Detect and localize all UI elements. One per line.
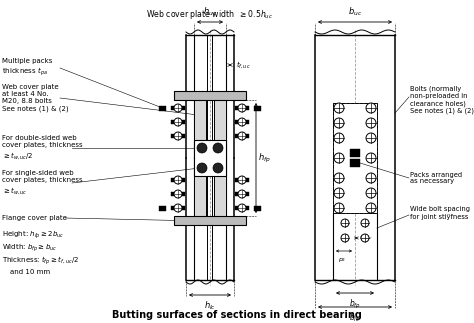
Bar — [214, 100, 226, 216]
Bar — [171, 120, 174, 124]
Bar — [194, 100, 206, 216]
Bar — [235, 120, 238, 124]
Circle shape — [334, 203, 344, 213]
Text: $h_{lc}$: $h_{lc}$ — [204, 299, 216, 311]
Bar — [182, 192, 185, 196]
Text: Web cover plate width  $\geq 0.5h_{uc}$: Web cover plate width $\geq 0.5h_{uc}$ — [146, 8, 273, 21]
Text: For double-sided web
cover plates, thickness
$\geq t_{w,uc}/2$: For double-sided web cover plates, thick… — [2, 135, 82, 161]
Text: Height: $h_{fp} \geq 2b_{uc}$: Height: $h_{fp} \geq 2b_{uc}$ — [2, 229, 64, 241]
Bar — [171, 206, 174, 210]
Bar — [174, 216, 246, 225]
Text: For single-sided web
cover plates, thickness
$\geq t_{w,uc}$: For single-sided web cover plates, thick… — [2, 170, 82, 196]
Circle shape — [238, 176, 246, 184]
Bar — [254, 106, 261, 110]
Bar — [246, 106, 249, 110]
Bar — [171, 106, 174, 110]
Circle shape — [213, 163, 223, 173]
Circle shape — [366, 103, 376, 113]
Circle shape — [341, 234, 349, 242]
Circle shape — [341, 219, 349, 227]
Bar — [182, 134, 185, 138]
Text: $b_{fp}$: $b_{fp}$ — [349, 298, 361, 311]
Bar — [171, 134, 174, 138]
Circle shape — [334, 118, 344, 128]
Bar — [171, 178, 174, 182]
Text: Butting surfaces of sections in direct bearing: Butting surfaces of sections in direct b… — [112, 310, 362, 320]
Circle shape — [197, 163, 207, 173]
Bar — [174, 91, 246, 100]
Circle shape — [366, 173, 376, 183]
Circle shape — [238, 190, 246, 198]
Circle shape — [238, 132, 246, 140]
Text: Width: $b_{fp} \geq b_{uc}$: Width: $b_{fp} \geq b_{uc}$ — [2, 242, 57, 254]
Bar — [159, 205, 166, 211]
Text: $h_{fp}$: $h_{fp}$ — [258, 151, 271, 164]
Bar — [235, 106, 238, 110]
Bar — [235, 134, 238, 138]
Text: Packs arranged
as necessary: Packs arranged as necessary — [410, 172, 462, 184]
Bar — [235, 192, 238, 196]
Circle shape — [334, 103, 344, 113]
Text: Web cover plate
at least 4 No.
M20, 8.8 bolts
See notes (1) & (2): Web cover plate at least 4 No. M20, 8.8 … — [2, 84, 69, 112]
Circle shape — [174, 176, 182, 184]
Circle shape — [238, 104, 246, 112]
Circle shape — [238, 118, 246, 126]
Circle shape — [174, 118, 182, 126]
Text: Flange cover plate: Flange cover plate — [2, 215, 67, 221]
Text: Multiple packs
thickness $t_{pa}$: Multiple packs thickness $t_{pa}$ — [2, 58, 52, 78]
Bar — [246, 134, 249, 138]
Bar — [194, 140, 226, 176]
Bar — [333, 103, 377, 213]
Bar — [182, 178, 185, 182]
Bar — [182, 106, 185, 110]
Text: $b_{uc}$: $b_{uc}$ — [348, 5, 362, 18]
Circle shape — [334, 188, 344, 198]
Circle shape — [174, 204, 182, 212]
Bar — [254, 205, 261, 211]
Circle shape — [366, 118, 376, 128]
Circle shape — [361, 219, 369, 227]
Text: $h_{uc}$: $h_{uc}$ — [203, 5, 217, 18]
Bar — [350, 149, 360, 157]
Text: Wide bolt spacing
for joint stiÿfness: Wide bolt spacing for joint stiÿfness — [410, 206, 470, 220]
Text: $b_{lc}$: $b_{lc}$ — [349, 312, 361, 323]
Text: Bolts (normally
non-preloaded in
clearance holes)
See notes (1) & (2): Bolts (normally non-preloaded in clearan… — [410, 86, 474, 114]
Circle shape — [366, 133, 376, 143]
Circle shape — [366, 188, 376, 198]
Bar — [235, 206, 238, 210]
Bar — [182, 206, 185, 210]
Text: $t_{f,uc}$: $t_{f,uc}$ — [236, 59, 251, 70]
Circle shape — [366, 153, 376, 163]
Circle shape — [197, 143, 207, 153]
Circle shape — [238, 204, 246, 212]
Circle shape — [366, 203, 376, 213]
Text: $p_2$: $p_2$ — [338, 256, 346, 264]
Bar — [246, 206, 249, 210]
Text: and 10 mm: and 10 mm — [10, 269, 50, 275]
Bar — [246, 192, 249, 196]
Circle shape — [334, 133, 344, 143]
Circle shape — [361, 234, 369, 242]
Circle shape — [174, 190, 182, 198]
Circle shape — [174, 132, 182, 140]
Text: Thickness: $t_{fp} \geq t_{f,\,uc}/2$: Thickness: $t_{fp} \geq t_{f,\,uc}/2$ — [2, 255, 79, 267]
Bar — [246, 120, 249, 124]
Circle shape — [213, 143, 223, 153]
Circle shape — [174, 104, 182, 112]
Bar — [171, 192, 174, 196]
Circle shape — [334, 173, 344, 183]
Bar — [159, 106, 166, 110]
Bar — [235, 178, 238, 182]
Bar — [182, 120, 185, 124]
Circle shape — [334, 153, 344, 163]
Bar — [246, 178, 249, 182]
Bar — [350, 159, 360, 167]
Text: $t_{w,lc}$: $t_{w,lc}$ — [359, 234, 374, 242]
